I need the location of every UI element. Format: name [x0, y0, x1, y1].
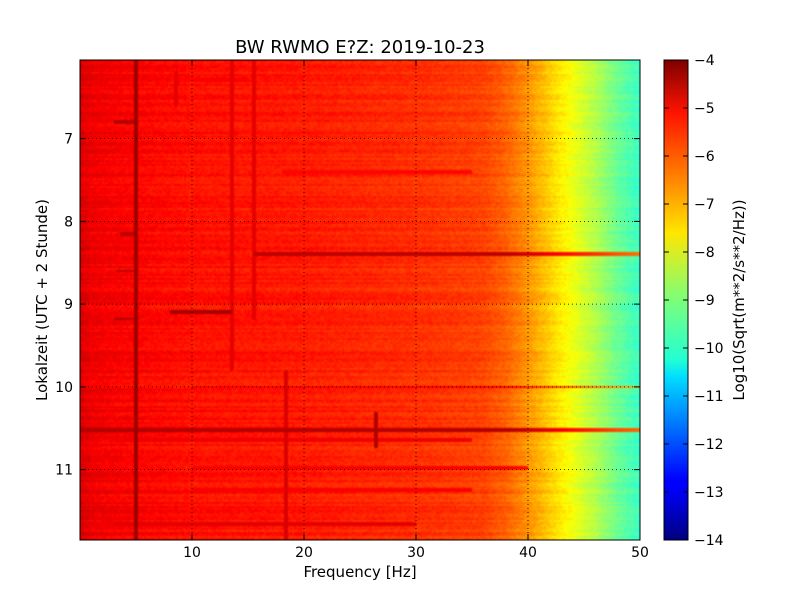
y-tick-label: 8 [64, 214, 73, 230]
colorbar-tick-label: −9 [694, 293, 715, 309]
y-tick-label: 9 [64, 297, 73, 313]
y-tick-label: 10 [55, 380, 73, 396]
spectrogram-heatmap [80, 60, 640, 540]
colorbar-tick-label: −12 [694, 437, 724, 453]
colorbar: −4 −5 −6 −7 −8 −9 −10 −11 −12 −13 −14 Log10(Sqrt(m… [663, 53, 748, 549]
colorbar-tick-label: −4 [694, 53, 715, 69]
colorbar-tick-label: −6 [694, 149, 715, 165]
colorbar-tick-label: −7 [694, 197, 715, 213]
chart-title: BW RWMO E?Z: 2019-10-23 [235, 37, 485, 58]
x-axis: 10 20 30 40 50 [183, 60, 649, 561]
x-tick-label: 50 [631, 545, 649, 561]
plot-area: 10 20 30 40 50 7 8 9 10 11 [55, 59, 649, 561]
colorbar-ticks: −4 −5 −6 −7 −8 −9 −10 −11 −12 −13 −14 [664, 53, 724, 549]
colorbar-tick-label: −14 [694, 533, 724, 549]
x-tick-label: 20 [295, 545, 313, 561]
y-axis-label: Lokalzeit (UTC + 2 Stunde) [33, 199, 51, 401]
y-tick-label: 7 [64, 132, 73, 148]
colorbar-tick-label: −11 [694, 389, 724, 405]
colorbar-label: Log10(Sqrt(m**2/s**2/Hz)) [730, 199, 748, 400]
colorbar-tick-label: −13 [694, 485, 724, 501]
plot-frame [79, 59, 641, 541]
x-tick-label: 10 [183, 545, 201, 561]
colorbar-tick-label: −10 [694, 341, 724, 357]
colorbar-tick-label: −8 [694, 245, 715, 261]
x-tick-label: 40 [519, 545, 537, 561]
colorbar-tick-label: −5 [694, 101, 715, 117]
y-tick-label: 11 [55, 463, 73, 479]
x-tick-label: 30 [407, 545, 425, 561]
x-axis-label: Frequency [Hz] [303, 563, 416, 581]
y-axis: 7 8 9 10 11 [55, 132, 640, 479]
